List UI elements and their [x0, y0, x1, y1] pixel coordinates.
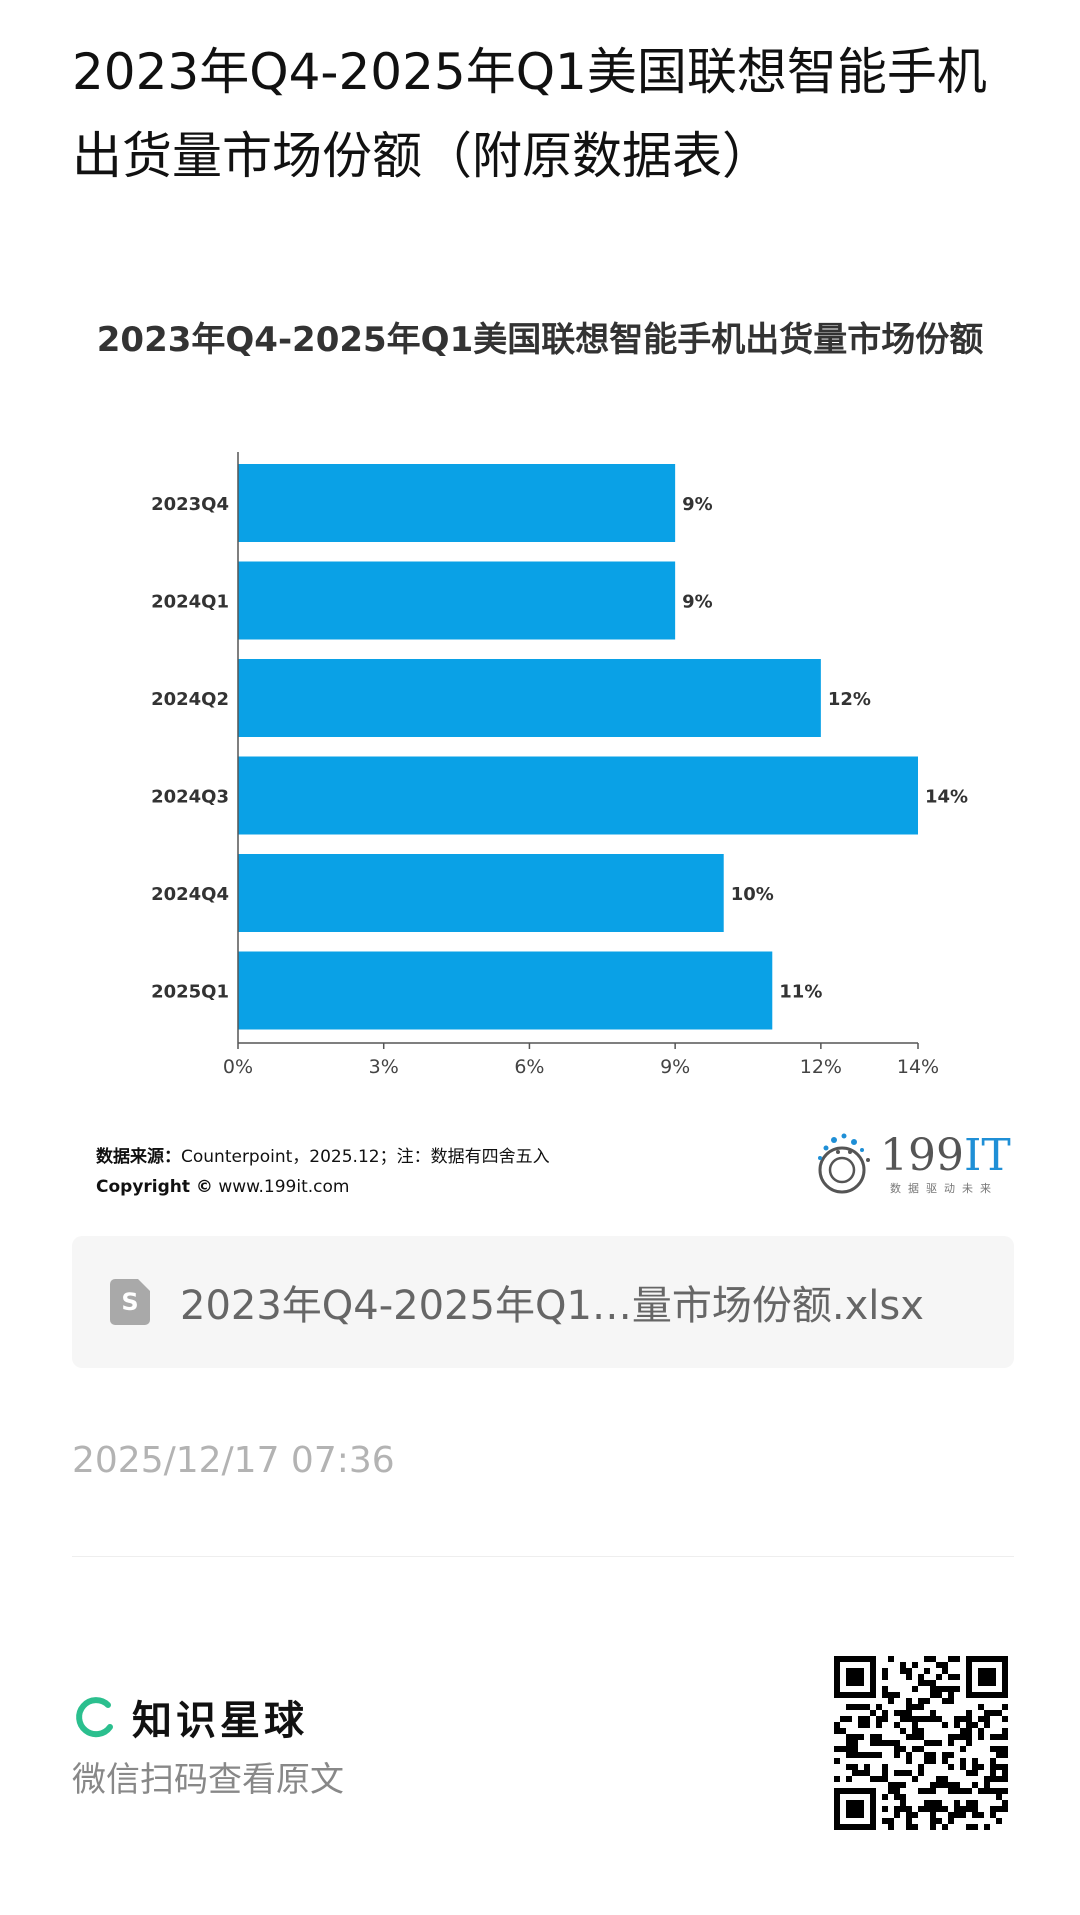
value-label: 10% — [731, 884, 774, 905]
bar-2024Q2 — [238, 659, 821, 737]
bar-2024Q3 — [238, 756, 918, 835]
zsxq-logo-icon — [76, 1697, 113, 1738]
bar-2024Q1 — [238, 561, 676, 640]
x-tick-label: 12% — [800, 1056, 842, 1078]
brand: 知识星球 — [72, 1688, 308, 1746]
logo-main: 199 — [880, 1130, 964, 1181]
value-label: 9% — [682, 592, 713, 613]
category-label: 2024Q2 — [151, 689, 229, 710]
logo-accent: IT — [963, 1130, 1011, 1181]
x-tick-label: 14% — [897, 1056, 939, 1078]
bar-2025Q1 — [238, 951, 773, 1030]
qr-code[interactable] — [834, 1656, 1008, 1830]
category-label: 2024Q4 — [151, 884, 229, 905]
value-label: 12% — [828, 689, 871, 710]
brand-name: 知识星球 — [132, 1698, 308, 1744]
logo-dots-icon — [818, 1133, 870, 1194]
bar-chart: 2023Q4 9% 2024Q1 9% 2024Q2 12% 2024Q3 14% 2024Q4… — [151, 452, 968, 1078]
x-tick-label: 3% — [369, 1056, 399, 1078]
category-label: 2025Q1 — [151, 982, 229, 1003]
chart-title: 2023年Q4-2025年Q1美国联想智能手机出货量市场份额 — [96, 320, 984, 360]
bar-2023Q4 — [238, 464, 676, 542]
x-tick-label: 9% — [660, 1056, 690, 1078]
divider — [72, 1556, 1014, 1557]
value-label: 11% — [779, 982, 822, 1003]
category-label: 2024Q1 — [151, 592, 229, 613]
source-text: Counterpoint，2025.12；注：数据有四舍五入 — [181, 1147, 550, 1167]
file-attachment[interactable]: S 2023年Q4-2025年Q1…量市场份额.xlsx — [72, 1236, 1014, 1368]
logo-199it: 199IT 数据驱动未来 — [812, 1130, 1011, 1198]
timestamp: 2025/12/17 07:36 — [72, 1440, 395, 1481]
copyright-label: Copyright © — [96, 1177, 213, 1197]
copyright-text: www.199it.com — [218, 1177, 350, 1197]
file-name: 2023年Q4-2025年Q1…量市场份额.xlsx — [180, 1283, 924, 1329]
category-label: 2024Q3 — [151, 787, 229, 808]
logo-tagline: 数据驱动未来 — [890, 1182, 998, 1195]
brand-subtitle: 微信扫码查看原文 — [72, 1760, 344, 1800]
source-label: 数据来源： — [96, 1147, 181, 1167]
x-tick-label: 0% — [223, 1056, 253, 1078]
spreadsheet-icon: S — [110, 1279, 150, 1325]
x-tick-label: 6% — [514, 1056, 544, 1078]
value-label: 9% — [682, 494, 713, 515]
value-label: 14% — [925, 787, 968, 808]
page-title: 2023年Q4-2025年Q1美国联想智能手机出货量市场份额（附原数据表） — [72, 43, 987, 185]
category-label: 2023Q4 — [151, 494, 229, 515]
bar-2024Q4 — [238, 854, 724, 932]
source-note: 数据来源：Counterpoint，2025.12；注：数据有四舍五入 Copy… — [96, 1142, 550, 1202]
